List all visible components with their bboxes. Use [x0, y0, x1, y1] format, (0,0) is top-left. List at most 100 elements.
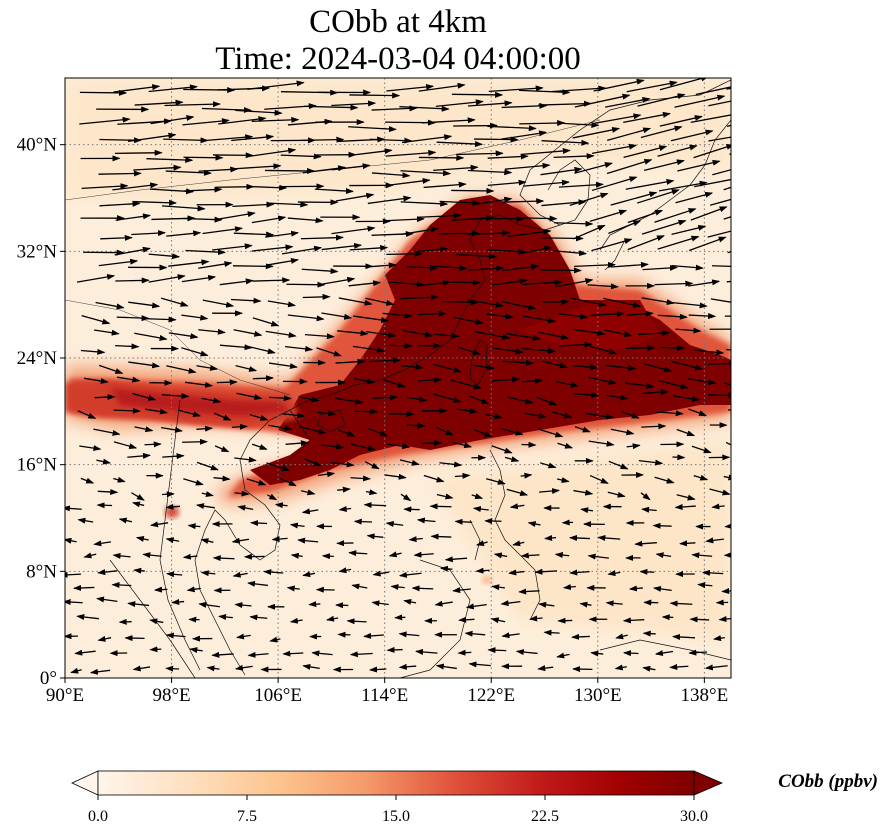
wind-arrow [386, 250, 424, 257]
wind-arrow [641, 506, 657, 513]
wind-arrow [403, 506, 420, 513]
wind-arrow [287, 217, 324, 224]
wind-arrow [456, 253, 498, 260]
wind-arrow [436, 493, 454, 500]
wind-arrow [279, 477, 297, 487]
wind-arrow [398, 571, 422, 578]
wind-arrow [746, 165, 792, 175]
wind-arrow [287, 314, 325, 322]
wind-arrow [196, 503, 216, 510]
wind-arrow [640, 125, 683, 139]
wind-arrow [415, 648, 438, 655]
wind-arrow [569, 569, 590, 576]
wind-arrow [251, 116, 300, 123]
wind-arrow [274, 502, 288, 509]
wind-arrow [231, 537, 250, 544]
wind-arrow [365, 330, 397, 338]
wind-arrow [399, 459, 420, 466]
wind-arrow [607, 570, 621, 577]
wind-arrow [541, 139, 590, 146]
wind-arrow [723, 186, 731, 191]
wind-arrow [300, 234, 344, 241]
wind-arrow [286, 585, 300, 592]
wind-arrow [150, 521, 169, 528]
wind-arrow [268, 362, 298, 370]
wind-arrow [694, 176, 731, 188]
wind-arrow [605, 600, 623, 607]
colorbar-extend-low [71, 770, 99, 796]
wind-arrow [607, 491, 626, 498]
wind-arrow [132, 392, 157, 401]
wind-arrow [520, 552, 540, 559]
wind-arrow [367, 195, 412, 205]
longitude-ticks: 90°E 98°E 106°E 114°E 122°E 130°E 138°E [46, 678, 728, 706]
wind-arrow [739, 333, 763, 335]
wind-arrow [472, 506, 489, 513]
wind-arrow [469, 395, 490, 405]
wind-arrow [740, 196, 780, 207]
wind-arrow [562, 584, 576, 591]
wind-arrow [471, 196, 513, 206]
wind-arrow [219, 344, 253, 351]
wind-arrow [679, 540, 696, 547]
wind-arrow [411, 585, 434, 592]
wind-arrow [338, 297, 373, 306]
wind-arrow [572, 224, 606, 240]
wind-arrow [83, 377, 109, 384]
wind-arrow [366, 533, 384, 540]
wind-arrow [509, 503, 525, 510]
wind-arrow [387, 281, 426, 288]
wind-arrow [73, 584, 95, 591]
wind-arrow [349, 92, 401, 99]
wind-arrow [134, 426, 154, 433]
wind-arrow [113, 84, 161, 93]
wind-arrow [94, 394, 116, 401]
wind-arrow [695, 86, 731, 96]
wind-arrow [398, 631, 420, 638]
map-subtitle: Time: 2024-03-04 04:00:00 [215, 41, 581, 77]
map-frame [64, 77, 732, 679]
wind-arrow [669, 663, 689, 670]
wind-arrow [658, 180, 708, 192]
wind-vectors [65, 78, 792, 675]
wind-arrow [383, 378, 406, 388]
wind-arrow [623, 111, 671, 123]
wind-arrow [131, 230, 166, 237]
wind-arrow [744, 364, 764, 368]
wind-arrow [643, 363, 673, 373]
wind-arrow [331, 225, 376, 235]
wind-arrow [542, 360, 568, 369]
wind-arrow [80, 348, 106, 355]
wind-arrow [515, 649, 538, 656]
wind-arrow [493, 552, 508, 559]
wind-arrow [740, 399, 767, 401]
wind-arrow [302, 571, 316, 578]
wind-arrow [400, 200, 449, 207]
wind-arrow [626, 443, 641, 450]
wind-arrow [148, 84, 198, 93]
wind-arrow [688, 408, 707, 417]
wind-arrow [521, 441, 537, 448]
wind-arrow [508, 569, 525, 576]
wind-arrow [744, 222, 788, 234]
wind-arrow [604, 329, 633, 338]
wind-arrow [285, 345, 314, 352]
wind-arrow [591, 113, 642, 125]
lat-tick-label: 32°N [17, 241, 58, 262]
wind-arrow [574, 162, 613, 174]
wind-arrow [610, 428, 635, 436]
wind-arrow [128, 361, 161, 369]
wind-arrow [382, 312, 413, 319]
wind-arrow [321, 312, 353, 320]
wind-arrow [247, 651, 269, 658]
wind-arrow [135, 536, 149, 542]
wind-arrow [76, 614, 99, 621]
wind-arrow [622, 650, 639, 657]
wind-arrow [610, 261, 649, 268]
wind-arrow [453, 316, 484, 325]
wind-arrow [657, 235, 700, 250]
wind-arrow [116, 315, 150, 322]
wind-arrow [676, 428, 696, 437]
wind-arrow [475, 540, 488, 547]
wind-arrow [231, 423, 248, 430]
